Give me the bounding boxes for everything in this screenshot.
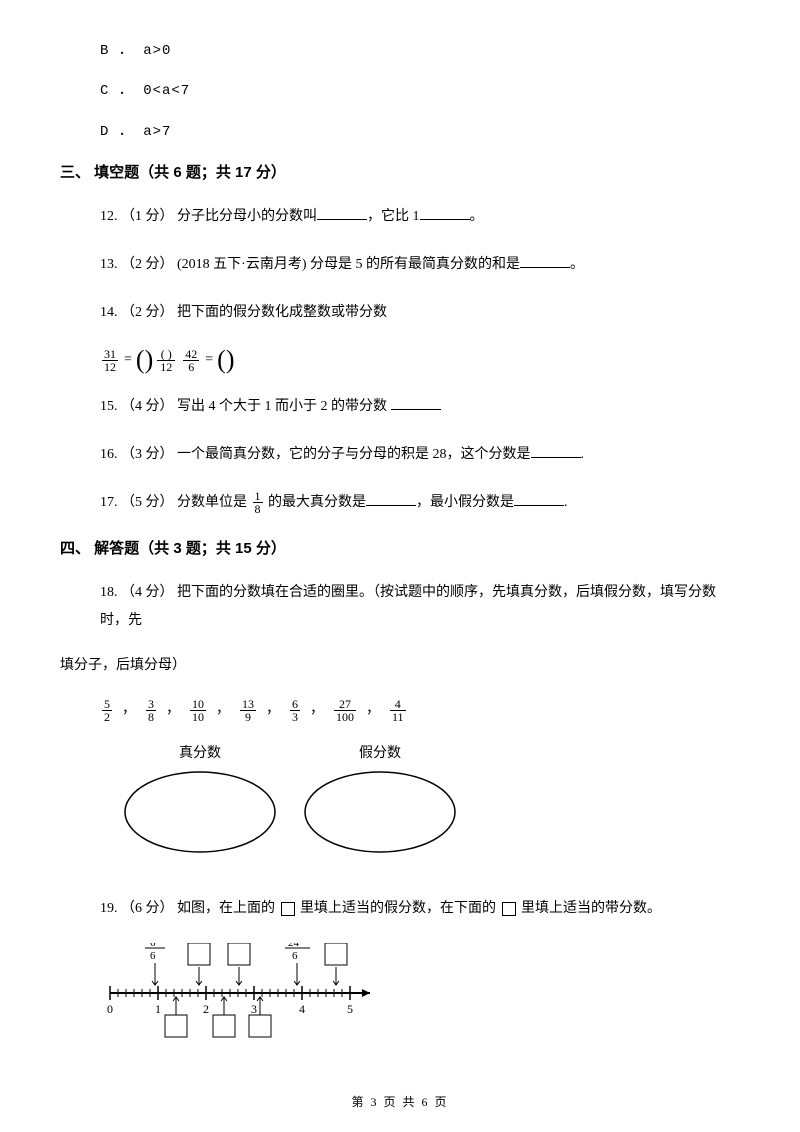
svg-text:1: 1 bbox=[155, 1002, 161, 1016]
mixed-frac-den: 12 bbox=[157, 361, 175, 373]
q16-blank[interactable] bbox=[531, 444, 581, 458]
frac-31-12: 31 12 bbox=[102, 348, 118, 373]
q12-mid: ，它比 1 bbox=[367, 209, 420, 224]
q17-suffix: . bbox=[564, 495, 568, 510]
q16-prefix: 16. （3 分） 一个最简真分数，它的分子与分母的积是 28，这个分数是 bbox=[100, 447, 531, 462]
page-footer: 第 3 页 共 6 页 bbox=[0, 1093, 800, 1112]
q13-blank[interactable] bbox=[520, 254, 570, 268]
section-4-title: 四、 解答题（共 3 题；共 15 分） bbox=[60, 537, 740, 561]
mixed-frac-num[interactable]: ( ) bbox=[157, 348, 175, 361]
box-icon-1 bbox=[281, 902, 295, 916]
box-icon-2 bbox=[502, 902, 516, 916]
paren-group-1: ( ) bbox=[136, 347, 153, 373]
nl-bottom-box-2[interactable] bbox=[213, 1015, 235, 1037]
frac-den: 6 bbox=[183, 361, 199, 373]
list-fraction: 38 bbox=[146, 698, 156, 723]
nl-top-box-1[interactable] bbox=[188, 943, 210, 965]
oval-improper-shape[interactable] bbox=[300, 767, 460, 857]
frac-den: 12 bbox=[102, 361, 118, 373]
equation-14: 31 12 = ( ) ( ) 12 42 6 = ( ) bbox=[100, 347, 740, 373]
option-d: D ． a>7 bbox=[100, 121, 740, 143]
oval-proper: 真分数 bbox=[120, 743, 280, 866]
ovals-container: 真分数 假分数 bbox=[120, 743, 740, 866]
frac-num: 31 bbox=[102, 348, 118, 361]
nl-top-box-2[interactable] bbox=[228, 943, 250, 965]
separator: ， bbox=[366, 699, 380, 721]
q16-suffix: . bbox=[581, 447, 585, 462]
list-fraction: 27100 bbox=[334, 698, 356, 723]
q12-blank-1[interactable] bbox=[317, 206, 367, 220]
list-fraction: 1010 bbox=[190, 698, 206, 723]
q15-prefix: 15. （4 分） 写出 4 个大于 1 而小于 2 的带分数 bbox=[100, 399, 391, 414]
separator: ， bbox=[166, 699, 180, 721]
q12-prefix: 12. （1 分） 分子比分母小的分数叫 bbox=[100, 209, 317, 224]
nl-bottom-box-3[interactable] bbox=[249, 1015, 271, 1037]
separator: ， bbox=[266, 699, 280, 721]
nl-f2-den: 6 bbox=[292, 950, 298, 962]
q19-mid: 里填上适当的假分数，在下面的 bbox=[297, 901, 500, 916]
q17-mid1: 的最大真分数是 bbox=[268, 495, 366, 510]
paren-group-2[interactable]: ( ) bbox=[217, 347, 234, 373]
equals-2: = bbox=[205, 349, 213, 371]
list-fraction: 139 bbox=[240, 698, 256, 723]
nl-top-box-3[interactable] bbox=[325, 943, 347, 965]
svg-text:3: 3 bbox=[251, 1002, 257, 1016]
q18-line1: 18. （4 分） 把下面的分数填在合适的圈里。（按试题中的顺序，先填真分数，后… bbox=[100, 585, 716, 628]
separator: ， bbox=[216, 699, 230, 721]
question-15: 15. （4 分） 写出 4 个大于 1 而小于 2 的带分数 bbox=[100, 393, 740, 421]
nl-f1-den: 6 bbox=[150, 950, 156, 962]
fraction-list: 52 ， 38 ， 1010 ， 139 ， 63 ， 27100 ， 411 bbox=[100, 698, 740, 723]
q13-suffix: 。 bbox=[570, 257, 584, 272]
oval-label-improper: 假分数 bbox=[300, 743, 460, 765]
q17-mid2: ，最小假分数是 bbox=[416, 495, 514, 510]
q19-suffix: 里填上适当的带分数。 bbox=[518, 901, 662, 916]
question-18: 18. （4 分） 把下面的分数填在合适的圈里。（按试题中的顺序，先填真分数，后… bbox=[100, 579, 740, 635]
q17-prefix: 17. （5 分） 分数单位是 bbox=[100, 495, 251, 510]
question-14: 14. （2 分） 把下面的假分数化成整数或带分数 bbox=[100, 299, 740, 327]
mixed-frac-blank[interactable]: ( ) 12 bbox=[157, 348, 175, 373]
list-fraction: 52 bbox=[102, 698, 112, 723]
oval-improper: 假分数 bbox=[300, 743, 460, 866]
q12-blank-2[interactable] bbox=[420, 206, 470, 220]
svg-text:2: 2 bbox=[203, 1002, 209, 1016]
frac-1-8: 1 8 bbox=[253, 490, 263, 515]
frac-42-6: 42 6 bbox=[183, 348, 199, 373]
question-16: 16. （3 分） 一个最简真分数，它的分子与分母的积是 28，这个分数是. bbox=[100, 441, 740, 469]
separator: ， bbox=[122, 699, 136, 721]
number-line: 6 6 24 6 0 1 2 3 4 bbox=[100, 943, 740, 1061]
list-fraction: 63 bbox=[290, 698, 300, 723]
nl-labels: 0 1 2 3 4 5 bbox=[107, 1002, 353, 1016]
option-c: C ． 0<a<7 bbox=[100, 80, 740, 102]
nl-f2-num: 24 bbox=[288, 943, 300, 949]
q15-blank[interactable] bbox=[391, 396, 441, 410]
q17-blank-2[interactable] bbox=[514, 492, 564, 506]
separator: ， bbox=[310, 699, 324, 721]
nl-bottom-box-1[interactable] bbox=[165, 1015, 187, 1037]
section-3-title: 三、 填空题（共 6 题；共 17 分） bbox=[60, 161, 740, 185]
option-b: B ． a>0 bbox=[100, 40, 740, 62]
frac-num: 42 bbox=[183, 348, 199, 361]
svg-text:0: 0 bbox=[107, 1002, 113, 1016]
frac-den: 8 bbox=[253, 503, 263, 515]
oval-proper-shape[interactable] bbox=[120, 767, 280, 857]
q17-blank-1[interactable] bbox=[366, 492, 416, 506]
list-fraction: 411 bbox=[390, 698, 406, 723]
q13-prefix: 13. （2 分） (2018 五下·云南月考) 分母是 5 的所有最简真分数的… bbox=[100, 257, 520, 272]
q12-suffix: 。 bbox=[470, 209, 484, 224]
question-18-line2: 填分子，后填分母） bbox=[60, 655, 740, 677]
question-12: 12. （1 分） 分子比分母小的分数叫 ，它比 1 。 bbox=[100, 203, 740, 231]
oval-label-proper: 真分数 bbox=[120, 743, 280, 765]
svg-text:4: 4 bbox=[299, 1002, 305, 1016]
nl-f1-num: 6 bbox=[150, 943, 156, 949]
equals-1: = bbox=[124, 349, 132, 371]
question-19: 19. （6 分） 如图，在上面的 里填上适当的假分数，在下面的 里填上适当的带… bbox=[100, 895, 740, 923]
svg-text:5: 5 bbox=[347, 1002, 353, 1016]
question-17: 17. （5 分） 分数单位是 1 8 的最大真分数是 ，最小假分数是. bbox=[100, 489, 740, 517]
q19-prefix: 19. （6 分） 如图，在上面的 bbox=[100, 901, 279, 916]
question-13: 13. （2 分） (2018 五下·云南月考) 分母是 5 的所有最简真分数的… bbox=[100, 251, 740, 279]
